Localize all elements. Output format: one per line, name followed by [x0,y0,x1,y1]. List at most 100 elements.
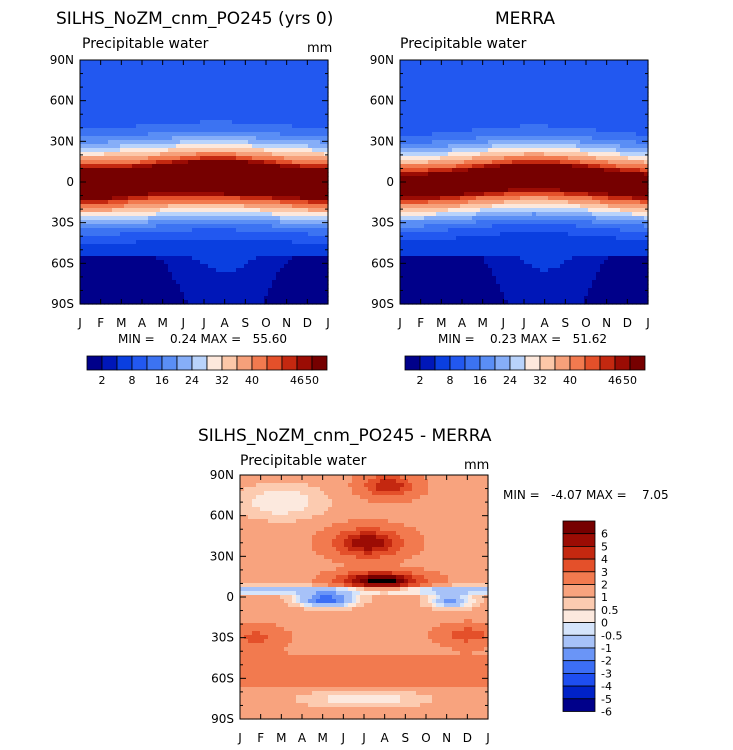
obs-field-cell [432,88,437,93]
model-field-cell [180,84,185,89]
obs-field-cell [512,128,517,133]
obs-field-cell [600,88,605,93]
model-field-cell [188,184,193,189]
model-field-cell [172,172,177,177]
obs-field-cell [560,120,565,125]
model-field-cell [156,120,161,125]
model-field-cell [164,160,169,165]
model-field-cell [292,220,297,225]
model-field-cell [284,136,289,141]
model-field-cell [272,140,277,145]
model-field-cell [148,176,153,181]
model-field-cell [180,288,185,293]
model-field-cell [200,224,205,229]
model-field-cell [184,184,189,189]
model-field-cell [268,72,273,77]
model-field-cell [284,176,289,181]
model-field-cell [180,168,185,173]
model-field-cell [148,96,153,101]
model-field-cell [296,68,301,73]
model-field-cell [236,260,241,265]
model-field-cell [168,68,173,73]
model-field-cell [316,268,321,273]
model-field-cell [188,220,193,225]
model-field-cell [304,132,309,137]
model-field-cell [88,260,93,265]
model-field-cell [288,172,293,177]
model-field-cell [300,292,305,297]
model-field-cell [244,160,249,165]
model-field-cell [316,252,321,257]
obs-field-cell [592,92,597,97]
model-field-cell [124,200,129,205]
model-field-cell [268,76,273,81]
model-field-cell [208,204,213,209]
model-field-cell [196,132,201,137]
obs-field-cell [500,120,505,125]
model-field-cell [228,128,233,133]
model-field-cell [248,160,253,165]
model-field-cell [244,260,249,265]
obs-field-cell [456,68,461,73]
model-field-cell [280,184,285,189]
model-field-cell [296,196,301,201]
obs-field-cell [472,100,477,105]
model-field-cell [104,92,109,97]
obs-field-cell [540,84,545,89]
model-field-cell [172,152,177,157]
model-field-cell [140,288,145,293]
model-field-cell [116,216,121,221]
model-field-cell [260,276,265,281]
model-field-cell [300,280,305,285]
model-field-cell [324,280,329,285]
model-field-cell [104,252,109,257]
model-field-cell [112,108,117,113]
obs-field-cell [484,124,489,129]
model-field-cell [196,144,201,149]
model-field-cell [120,216,125,221]
model-field-cell [104,128,109,133]
model-field-cell [204,116,209,121]
model-field-cell [280,80,285,85]
model-field-cell [312,60,317,65]
panel-model: SILHS_NoZM_cnm_PO245 (yrs 0) Precipitabl… [50,9,334,387]
model-field-cell [308,132,313,137]
model-field-cell [152,180,157,185]
model-field-cell [184,196,189,201]
model-field-cell [104,168,109,173]
model-field-cell [208,188,213,193]
model-field-cell [184,192,189,197]
obs-field-cell [608,96,613,101]
model-field-cell [92,108,97,113]
model-field-cell [216,276,221,281]
model-field-cell [220,264,225,269]
obs-field-cell [480,96,485,101]
model-field-cell [176,112,181,117]
model-field-cell [172,256,177,261]
model-field-cell [228,288,233,293]
model-colorbar-label: 8 [129,374,136,387]
model-field-cell [276,236,281,241]
model-field-cell [284,268,289,273]
model-field-cell [112,144,117,149]
model-field-cell [188,92,193,97]
model-field-cell [176,100,181,105]
obs-field-cell [592,80,597,85]
obs-field-cell [488,108,493,113]
model-field-cell [100,72,105,77]
model-field-cell [168,200,173,205]
model-field-cell [200,128,205,133]
model-field-cell [196,68,201,73]
model-field-cell [92,232,97,237]
model-field-cell [284,100,289,105]
model-field-cell [312,76,317,81]
model-field-cell [100,232,105,237]
model-field-cell [220,180,225,185]
model-field-cell [244,192,249,197]
obs-field-cell [516,76,521,81]
model-field-cell [220,144,225,149]
model-field-cell [288,216,293,221]
panel-model-field [80,60,329,305]
model-field-cell [200,124,205,129]
model-field-cell [252,100,257,105]
